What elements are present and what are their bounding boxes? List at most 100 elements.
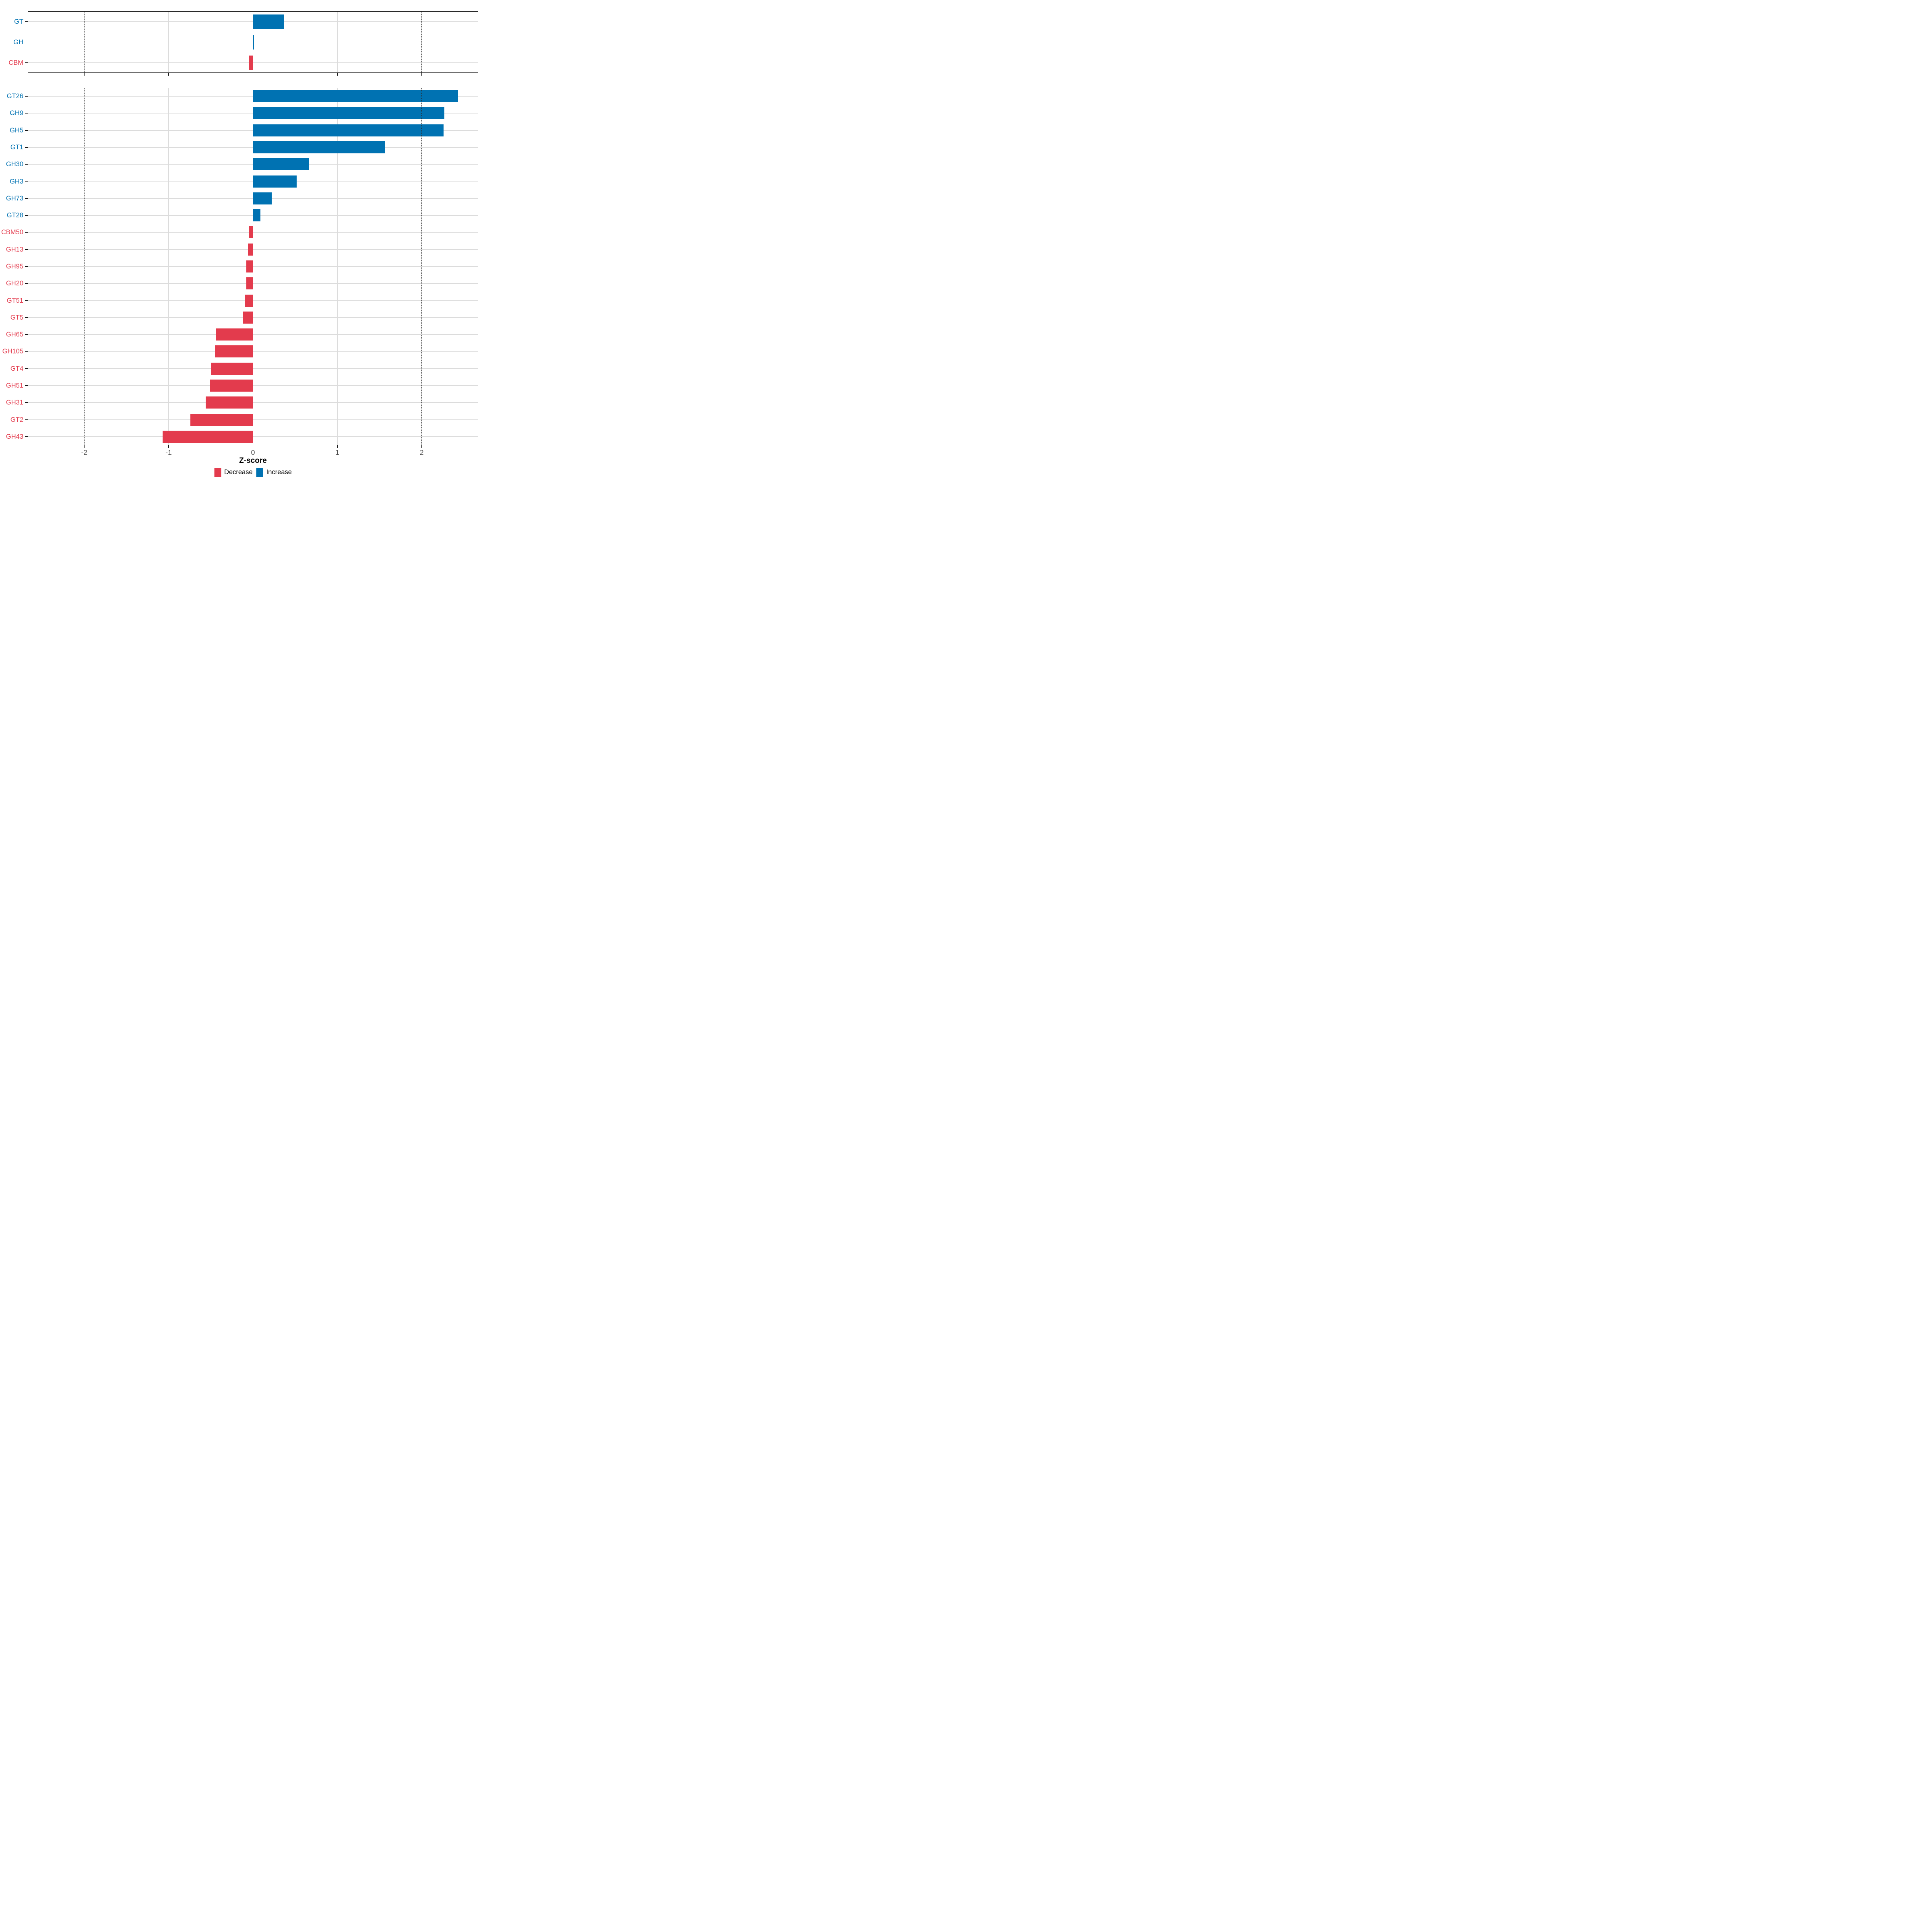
bar-CBM50: [249, 226, 253, 239]
decrease-color-swatch: [214, 468, 221, 477]
x-tick-label-1: 1: [335, 448, 339, 456]
x-tick-label--1: -1: [165, 448, 172, 456]
legend: Decrease Increase: [214, 468, 292, 477]
bar-GH43: [163, 430, 253, 443]
x-tick-mark--1: [168, 73, 169, 76]
bar-GT1: [253, 141, 386, 153]
bar-GH9: [253, 107, 445, 120]
y-tick-mark-GH9: [25, 113, 28, 114]
legend-item-increase: Increase: [256, 468, 292, 477]
panel-cazyme-families: [25, 88, 478, 448]
y-tick-mark-GH30: [25, 164, 28, 165]
x-tick-mark-1: [337, 445, 338, 448]
y-tick-mark-GT: [25, 21, 28, 22]
x-tick-mark-2: [421, 445, 422, 448]
gridline-row-CBM50: [28, 232, 478, 233]
x-tick-label-0: 0: [251, 448, 255, 456]
bar-GT26: [253, 90, 458, 103]
x-tick-mark--2: [84, 445, 85, 448]
x-tick-mark-2: [421, 73, 422, 76]
bar-CBM: [249, 55, 253, 70]
x-axis-title: Z-score: [239, 456, 267, 465]
y-axis-label-GH30: GH30: [6, 161, 23, 168]
x-tick-label-2: 2: [419, 448, 424, 456]
y-axis-label-CBM: CBM: [8, 59, 23, 66]
y-axis-label-GH105: GH105: [2, 348, 23, 355]
x-tick-mark--2: [84, 73, 85, 76]
bar-GT51: [244, 294, 253, 307]
dotted-vline-2: [421, 88, 422, 445]
y-tick-mark-CBM50: [25, 232, 28, 233]
y-axis-label-GH65: GH65: [6, 331, 23, 339]
y-tick-mark-GH95: [25, 266, 28, 267]
y-axis-label-GT28: GT28: [6, 212, 23, 219]
y-tick-mark-GH65: [25, 334, 28, 335]
y-tick-mark-GT4: [25, 368, 28, 369]
bar-GH3: [253, 175, 297, 188]
y-axis-label-GH13: GH13: [6, 246, 23, 253]
y-axis-label-GH95: GH95: [6, 263, 23, 270]
gridline-row-GH31: [28, 402, 478, 403]
gridline-row-GH13: [28, 249, 478, 250]
x-tick-mark-0: [252, 445, 254, 448]
x-tick-mark--1: [168, 445, 169, 448]
y-axis-label-GH43: GH43: [6, 433, 23, 440]
gridline-row-GH20: [28, 283, 478, 284]
x-tick-mark-0: [252, 73, 254, 76]
y-axis-label-GT4: GT4: [10, 365, 23, 372]
y-tick-mark-GH: [25, 41, 28, 43]
legend-label-increase: Increase: [266, 469, 292, 476]
y-axis-label-GH20: GH20: [6, 280, 23, 287]
gridline-row-GH65: [28, 334, 478, 335]
bar-GH13: [248, 243, 253, 256]
bar-GH73: [253, 192, 272, 204]
y-tick-mark-GH5: [25, 130, 28, 131]
y-axis-label-GH5: GH5: [10, 126, 23, 134]
y-tick-mark-GT26: [25, 96, 28, 97]
y-tick-mark-GH20: [25, 283, 28, 284]
y-axis-label-GH9: GH9: [10, 109, 23, 117]
bar-GH31: [206, 396, 253, 409]
y-axis-label-GH73: GH73: [6, 194, 23, 202]
bar-GH5: [253, 124, 444, 136]
zscore-bar-chart-figure: GT GH CBM GT26 GH9 GH5 GT1 GH30 GH3 GH73 GT28 CBM50…: [0, 0, 483, 483]
y-tick-mark-GH105: [25, 351, 28, 352]
bar-GH51: [210, 380, 253, 392]
increase-color-swatch: [256, 468, 263, 477]
dotted-vline-2: [421, 11, 422, 73]
bar-GH65: [216, 328, 253, 341]
y-axis-label-GH51: GH51: [6, 382, 23, 389]
gridline-row-GH51: [28, 385, 478, 386]
bar-GH20: [246, 277, 253, 290]
gridline-row-GT2: [28, 419, 478, 420]
dotted-vline--2: [84, 88, 85, 445]
bar-GT28: [253, 209, 261, 222]
y-axis-label-GH3: GH3: [10, 178, 23, 185]
y-tick-mark-GT28: [25, 215, 28, 216]
bar-GH: [253, 35, 254, 50]
bar-GH95: [246, 260, 253, 272]
y-axis-label-GT1: GT1: [10, 144, 23, 151]
bar-GT5: [243, 311, 253, 324]
y-tick-mark-GH51: [25, 385, 28, 386]
gridline-row-GH105: [28, 351, 478, 352]
y-axis-label-GT5: GT5: [10, 314, 23, 321]
legend-item-decrease: Decrease: [214, 468, 253, 477]
y-tick-mark-GH43: [25, 436, 28, 437]
bar-GH105: [215, 345, 253, 358]
y-tick-mark-GH3: [25, 181, 28, 182]
bar-GH30: [253, 158, 309, 171]
y-axis-label-GT2: GT2: [10, 416, 23, 423]
y-axis-label-CBM50: CBM50: [1, 229, 23, 236]
y-axis-label-GT51: GT51: [6, 297, 23, 304]
bar-GT2: [190, 413, 253, 426]
y-tick-mark-CBM: [25, 62, 28, 63]
dotted-vline--2: [84, 11, 85, 73]
x-tick-label--2: -2: [81, 448, 88, 456]
gridline-row-GH43: [28, 436, 478, 437]
y-tick-mark-GH13: [25, 249, 28, 250]
gridline-row-GT5: [28, 317, 478, 318]
y-tick-mark-GH31: [25, 402, 28, 403]
y-tick-mark-GT2: [25, 419, 28, 420]
y-axis-label-GT: GT: [14, 18, 23, 25]
